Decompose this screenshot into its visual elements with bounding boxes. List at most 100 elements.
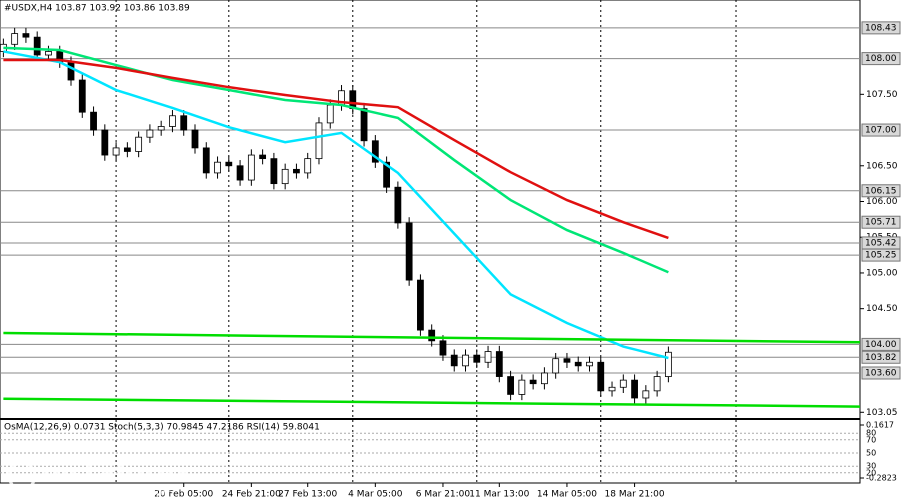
y-tick-label: 107.50 [866, 90, 898, 100]
candle-body [67, 61, 75, 81]
x-tick-label: 4 Mar 05:00 [348, 490, 403, 500]
x-tick-label: 24 Feb 21:00 [222, 490, 281, 500]
candle-body [518, 379, 526, 395]
candle-body [236, 165, 244, 181]
level-label-box [861, 184, 901, 198]
candle-body [394, 186, 402, 224]
plot-frame [0, 0, 861, 484]
candle-body [315, 122, 323, 160]
candle-body [563, 358, 571, 363]
candle-body [146, 129, 154, 138]
candle-body [225, 161, 233, 167]
candle-body [326, 104, 334, 124]
stoch-tick-label: 20 [866, 468, 876, 477]
level-label-box [861, 123, 901, 137]
moving-average [3, 50, 669, 360]
y-tick-label: 106.00 [866, 197, 898, 207]
moving-average [3, 58, 669, 240]
candle-body [552, 358, 560, 374]
candle-body [383, 161, 391, 188]
candle-body [473, 354, 481, 363]
x-tick-label: 14 Mar 05:00 [537, 490, 597, 500]
osma-tick-label: 0.1617 [866, 421, 894, 430]
stoch-tick-label: 50 [866, 449, 876, 458]
y-tick-label: 106.50 [866, 161, 898, 171]
candle-body [180, 115, 188, 131]
watermark-text: instaforex [42, 459, 192, 489]
candle-body [270, 158, 278, 185]
chart-title: #USDX,H4 103.87 103.92 103.86 103.89 [4, 4, 190, 14]
stoch-tick-label: 70 [866, 435, 876, 444]
candle-body [619, 379, 627, 388]
x-tick-label: 27 Feb 13:00 [278, 490, 337, 500]
level-label: 107.00 [865, 126, 897, 136]
candle-body [405, 222, 413, 281]
candle-body [78, 79, 86, 113]
candle-body [90, 111, 97, 131]
x-tick-label: 6 Mar 21:00 [416, 490, 471, 500]
level-label: 104.00 [865, 340, 897, 350]
candle-body [507, 376, 514, 395]
candle-body [202, 147, 210, 174]
candle-body [214, 161, 221, 174]
level-label-box [861, 215, 901, 229]
candle-body [608, 386, 616, 392]
watermark: instaforex Instant Forex Trading [7, 459, 192, 501]
level-label-box [861, 21, 901, 35]
level-label-box [861, 337, 901, 351]
candle-body [541, 372, 548, 385]
candle-body [529, 379, 537, 385]
moving-average [3, 46, 669, 274]
candle-body [417, 279, 424, 331]
moving-average [3, 397, 861, 408]
candle-body [123, 147, 131, 152]
candle-body [33, 36, 41, 56]
level-label-box [861, 52, 901, 66]
candle-body [281, 168, 289, 185]
level-label: 108.00 [865, 54, 897, 64]
x-tick-label: 20 Feb 05:00 [154, 490, 213, 500]
level-label: 105.71 [865, 218, 897, 228]
candle-body [439, 340, 447, 356]
candle-body [642, 390, 650, 399]
candle-body [597, 361, 605, 392]
level-label: 108.43 [865, 23, 897, 33]
candle-body [664, 351, 672, 377]
candle-body [631, 379, 638, 399]
watermark-logo [7, 461, 37, 491]
candle-body [495, 351, 503, 377]
candle-body [135, 136, 143, 152]
level-label: 103.60 [865, 368, 897, 378]
stoch-tick-label: 80 [866, 429, 876, 438]
candle-body [11, 33, 19, 45]
level-label: 103.82 [865, 353, 897, 363]
watermark-subtitle: Instant Forex Trading [48, 487, 174, 501]
y-tick-label: 103.05 [866, 408, 898, 418]
candle-body [462, 354, 469, 367]
candle-body [450, 354, 458, 367]
candle-body [574, 361, 582, 367]
candle-body [428, 329, 436, 342]
candle-body [22, 33, 30, 38]
candle-body [304, 158, 312, 174]
indicator-title: OsMA(12,26,9) 0.0731 Stoch(5,3,3) 70.984… [4, 423, 320, 433]
x-tick-label: 11 Mar 13:00 [469, 490, 529, 500]
level-label: 105.42 [865, 238, 897, 248]
level-label: 106.15 [865, 186, 897, 196]
x-tick-label: 18 Mar 21:00 [605, 490, 665, 500]
candle-body [484, 351, 492, 363]
level-label-box [861, 248, 901, 262]
candle-body [157, 126, 165, 131]
level-label-box [861, 350, 901, 364]
osma-tick-label: -0.2823 [866, 474, 897, 483]
candle-body [101, 129, 109, 156]
candle-body [360, 108, 368, 142]
candle-body [259, 154, 267, 160]
y-tick-label: 104.50 [866, 304, 898, 314]
candle-body [293, 168, 300, 174]
candle-body [371, 140, 379, 163]
candle-body [586, 361, 593, 367]
level-label-box [861, 366, 901, 380]
candle-body [247, 154, 255, 181]
